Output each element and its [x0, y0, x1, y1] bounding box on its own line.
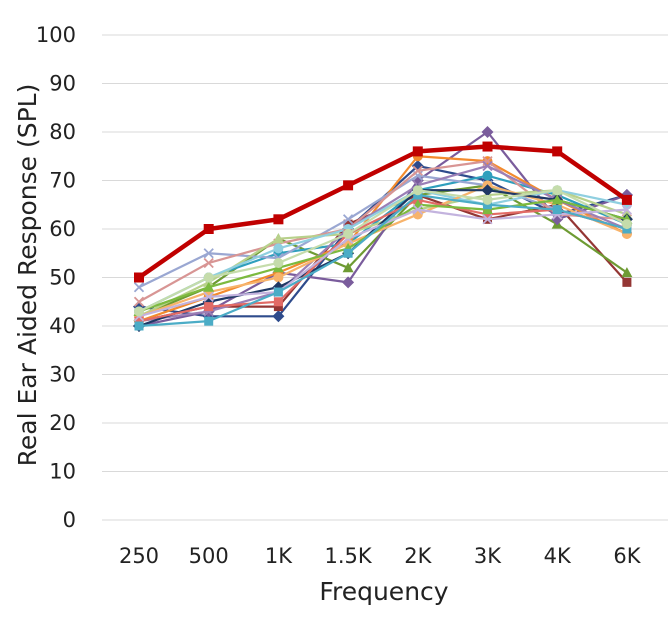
data-point — [203, 257, 214, 269]
data-point — [272, 233, 284, 244]
data-point — [133, 282, 145, 293]
data-point — [133, 296, 145, 307]
data-point — [412, 146, 423, 157]
data-point — [204, 316, 214, 326]
x-tick-label: 1.5K — [325, 544, 373, 568]
data-point — [552, 146, 563, 157]
data-point — [483, 209, 492, 219]
data-point — [412, 204, 423, 215]
data-point — [203, 248, 214, 259]
data-point — [621, 204, 633, 215]
series-19 — [134, 141, 632, 283]
data-point — [552, 185, 563, 196]
series-line — [138, 189, 628, 328]
data-point — [203, 224, 214, 234]
data-point — [343, 180, 354, 191]
x-tick-label: 3K — [474, 544, 502, 568]
data-point — [342, 276, 355, 289]
series-line — [138, 189, 628, 313]
series-line — [138, 193, 628, 328]
y-tick-label: 0 — [63, 508, 76, 532]
data-point — [273, 272, 284, 283]
data-point — [482, 160, 493, 172]
y-tick-label: 90 — [49, 72, 76, 96]
series-line — [138, 160, 627, 303]
series-line — [138, 164, 628, 323]
data-point — [273, 214, 284, 225]
data-point — [134, 316, 144, 326]
data-point — [273, 243, 284, 254]
data-point — [621, 194, 632, 205]
y-tick-label: 60 — [49, 217, 76, 241]
x-tick-label: 250 — [119, 544, 159, 568]
data-point — [482, 194, 493, 205]
data-point — [481, 184, 494, 197]
series-18 — [134, 185, 632, 317]
series-layer — [133, 126, 633, 332]
y-tick-label: 70 — [49, 169, 76, 193]
y-tick-label: 50 — [49, 266, 76, 290]
data-point — [482, 141, 493, 152]
data-point — [621, 267, 633, 278]
data-point — [412, 165, 423, 176]
y-axis-title: Real Ear Aided Response (SPL) — [13, 84, 42, 467]
x-tick-label: 1K — [265, 544, 293, 568]
x-axis-ticks: 250 500 1K 1.5K 2K 3K 4K 6K — [119, 544, 642, 568]
series-line — [138, 198, 628, 323]
data-point — [482, 214, 493, 225]
data-point — [203, 291, 214, 303]
data-point — [134, 272, 144, 283]
data-point — [481, 126, 494, 138]
data-point — [343, 228, 354, 239]
data-point — [272, 310, 285, 323]
y-tick-label: 30 — [49, 363, 76, 387]
data-point — [342, 214, 354, 225]
series-line — [137, 144, 629, 280]
data-point — [621, 219, 632, 230]
series-line — [138, 198, 628, 313]
data-point — [203, 272, 214, 283]
y-axis-ticks: 0 10 20 30 40 50 60 70 80 90 100 — [36, 23, 76, 532]
y-tick-label: 100 — [36, 23, 76, 47]
x-tick-label: 500 — [189, 544, 229, 568]
data-point — [203, 281, 215, 292]
y-tick-label: 40 — [49, 314, 76, 338]
x-tick-label: 6K — [613, 544, 641, 568]
y-tick-label: 10 — [49, 460, 76, 484]
gridlines — [102, 34, 668, 521]
y-tick-label: 80 — [49, 120, 76, 144]
data-point — [343, 248, 353, 258]
data-point — [273, 257, 284, 268]
data-point — [482, 170, 493, 181]
x-axis-title: Frequency — [319, 577, 448, 606]
y-tick-label: 20 — [49, 411, 76, 435]
data-point — [273, 287, 283, 297]
data-point — [551, 194, 563, 205]
data-point — [273, 302, 283, 312]
x-tick-label: 2K — [404, 544, 432, 568]
data-point — [204, 302, 214, 312]
data-point — [134, 306, 144, 317]
data-point — [412, 185, 423, 196]
data-point — [622, 277, 632, 287]
data-point — [273, 297, 283, 307]
data-point — [552, 205, 562, 215]
x-tick-label: 4K — [544, 544, 572, 568]
data-point — [342, 262, 354, 273]
data-point — [134, 321, 144, 331]
